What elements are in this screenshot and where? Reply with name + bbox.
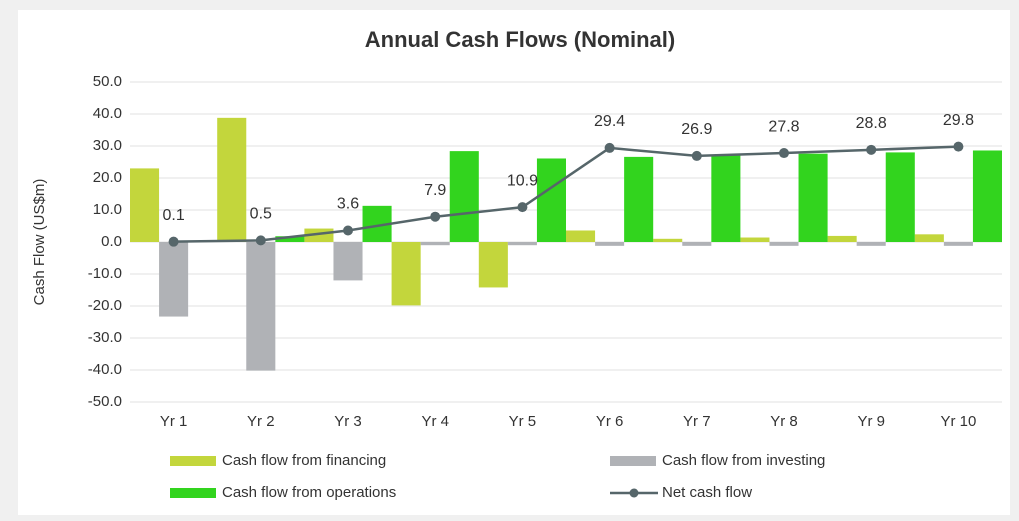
line	[173, 145, 959, 243]
bar	[711, 155, 741, 242]
bar	[566, 230, 596, 242]
y-tick-label: -40.0	[88, 361, 122, 378]
legend-swatch	[610, 456, 656, 466]
bar	[217, 117, 247, 242]
y-tick-label: -30.0	[88, 329, 122, 346]
bar	[420, 242, 450, 246]
y-tick-label: 30.0	[93, 137, 122, 154]
line-marker	[779, 148, 789, 159]
line-marker	[430, 211, 441, 222]
y-tick-label: -10.0	[88, 265, 122, 282]
line-marker	[168, 236, 179, 247]
legend-marker	[629, 488, 639, 498]
data-label: 3.6	[337, 196, 359, 213]
y-axis-label: Cash Flow (US$m)	[31, 179, 48, 306]
line-marker	[691, 150, 702, 161]
data-label: 10.9	[507, 172, 538, 189]
bar	[130, 168, 160, 242]
bar	[885, 152, 915, 242]
legend-label: Cash flow from investing	[662, 452, 825, 469]
line-marker	[517, 202, 528, 213]
bar	[943, 242, 973, 246]
bar	[333, 242, 363, 281]
bar	[798, 153, 828, 242]
bar	[856, 242, 886, 246]
legend-label: Cash flow from financing	[222, 452, 386, 469]
data-label: 28.8	[856, 115, 887, 132]
y-tick-label: 10.0	[93, 201, 122, 218]
line-marker	[953, 141, 964, 152]
x-tick-label: Yr 7	[683, 413, 711, 430]
bar	[769, 242, 799, 246]
legend-label: Net cash flow	[662, 484, 752, 501]
chart-title: Annual Cash Flows (Nominal)	[365, 27, 675, 52]
bar	[682, 242, 712, 246]
bar	[159, 242, 189, 317]
bar	[972, 150, 1002, 242]
data-label: 0.5	[250, 206, 272, 223]
data-label: 29.4	[594, 113, 625, 130]
y-tick-label: 0.0	[101, 233, 122, 250]
data-label: 7.9	[424, 182, 446, 199]
x-tick-label: Yr 4	[421, 413, 449, 430]
bar	[246, 242, 276, 371]
bar	[507, 242, 537, 246]
y-tick-label: 20.0	[93, 169, 122, 186]
bar	[740, 237, 770, 242]
data-label: 27.8	[768, 118, 799, 135]
legend-label: Cash flow from operations	[222, 484, 396, 501]
x-tick-label: Yr 1	[160, 413, 188, 430]
data-label: 26.9	[681, 121, 712, 138]
bar	[536, 158, 566, 242]
bar	[624, 156, 654, 242]
bar	[827, 235, 857, 242]
line-marker	[866, 144, 877, 155]
data-label: 0.1	[162, 207, 184, 224]
data-label: 29.8	[943, 112, 974, 129]
x-tick-label: Yr 3	[334, 413, 362, 430]
y-tick-label: 40.0	[93, 105, 122, 122]
bar	[449, 151, 479, 242]
x-tick-label: Yr 2	[247, 413, 275, 430]
bar	[391, 242, 421, 306]
x-tick-label: Yr 6	[596, 413, 624, 430]
y-tick-label: -20.0	[88, 297, 122, 314]
bar	[478, 242, 508, 288]
bar	[595, 242, 625, 246]
x-tick-label: Yr 9	[857, 413, 885, 430]
x-tick-label: Yr 8	[770, 413, 798, 430]
x-tick-label: Yr 5	[509, 413, 537, 430]
bar	[914, 234, 944, 242]
x-tick-label: Yr 10	[940, 413, 976, 430]
line-marker	[343, 225, 353, 236]
legend-swatch	[170, 488, 216, 498]
bar	[275, 236, 305, 242]
legend-swatch	[170, 456, 216, 466]
line-marker	[604, 142, 615, 153]
line-marker	[255, 235, 266, 246]
bar	[653, 238, 683, 242]
y-tick-label: 50.0	[93, 73, 122, 90]
y-tick-label: -50.0	[88, 393, 122, 410]
